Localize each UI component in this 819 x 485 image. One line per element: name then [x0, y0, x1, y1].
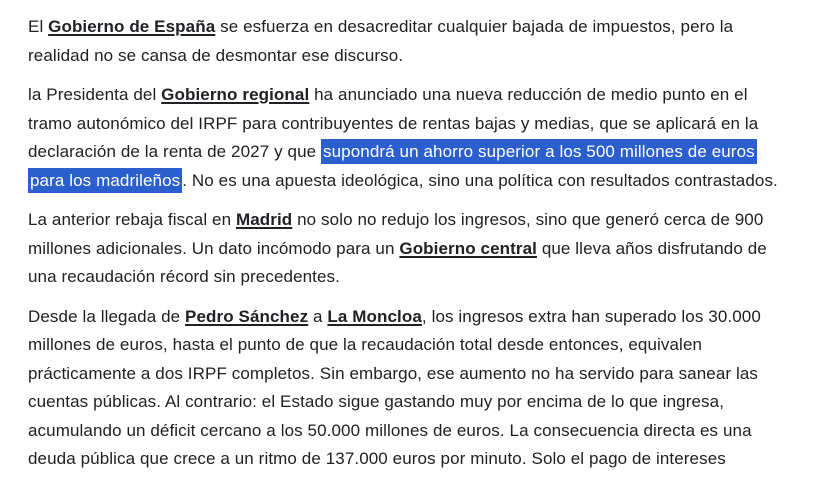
inline-link[interactable]: Gobierno central [399, 238, 537, 258]
paragraph: El Gobierno de España se esfuerza en des… [28, 13, 792, 70]
text-run: la Presidenta del [28, 85, 162, 104]
inline-link[interactable]: Gobierno de España [48, 17, 216, 36]
text-run: no solo no redujo los ingresos, sino que… [28, 210, 764, 258]
paragraph: La anterior rebaja fiscal en Madrid no s… [28, 206, 792, 292]
paragraph: Desde la llegada de Pedro Sánchez a La M… [28, 303, 792, 474]
paragraph: la Presidenta del Gobierno regional ha a… [28, 81, 792, 195]
text-run: a [308, 306, 328, 326]
inline-link[interactable]: La Moncloa [327, 306, 422, 326]
inline-link[interactable]: Gobierno regional [161, 85, 310, 104]
text-run: El [28, 17, 49, 36]
article-body: El Gobierno de España se esfuerza en des… [28, 13, 792, 474]
text-run: ha anunciado una nueva reducción de medi… [28, 85, 759, 161]
text-run: La anterior rebaja fiscal en [28, 210, 236, 229]
text-run: . No es una apuesta ideológica, sino una… [182, 170, 778, 190]
text-run: Desde la llegada de [28, 306, 186, 326]
inline-link[interactable]: Madrid [235, 210, 293, 229]
inline-link[interactable]: Pedro Sánchez [185, 306, 309, 326]
text-run: que lleva años disfrutando de una recaud… [28, 238, 767, 287]
text-run: se esfuerza en desacreditar cualquier ba… [28, 17, 734, 65]
text-run: , los ingresos extra han superado los 30… [28, 306, 761, 469]
